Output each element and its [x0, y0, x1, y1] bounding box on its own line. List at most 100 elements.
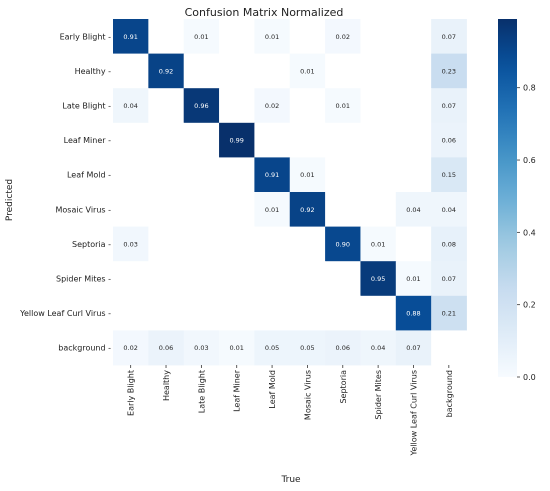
heatmap-cell: [360, 330, 397, 366]
heatmap-cell: [183, 261, 220, 297]
heatmap-cell: [183, 88, 220, 124]
heatmap-cell: [395, 295, 432, 331]
cell-value-label: 0.21: [442, 310, 456, 318]
x-tick-label: Mosaic Virus: [303, 370, 312, 420]
heatmap-cell: [431, 19, 467, 54]
cell-value-label: 0.03: [123, 240, 137, 248]
heatmap-cell: [254, 53, 291, 89]
cell-value-label: 0.02: [265, 102, 279, 110]
heatmap-cell: [360, 295, 397, 331]
heatmap-cell: [431, 122, 467, 158]
cell-value-label: 0.96: [194, 102, 208, 110]
cell-value-label: 0.01: [300, 171, 314, 179]
heatmap-cell: [431, 226, 467, 262]
heatmap-cell: [183, 295, 220, 331]
heatmap-cell: [219, 19, 255, 54]
heatmap-cell: [254, 261, 291, 297]
y-tick-label: Late Blight -: [62, 102, 111, 111]
cell-value-label: 0.88: [406, 310, 420, 318]
heatmap-cell: [219, 192, 255, 227]
heatmap-cell: [395, 122, 432, 158]
heatmap-cell: [289, 53, 326, 89]
y-tick-label: Septoria -: [72, 240, 111, 249]
cell-value-label: 0.99: [229, 137, 243, 145]
heatmap-cell: [325, 88, 361, 124]
x-axis-ticks: Early Blight Healthy Late Blight Leaf Miner…: [127, 365, 454, 456]
heatmap-cell: [289, 192, 326, 227]
y-tick-label: Mosaic Virus -: [55, 205, 111, 214]
heatmap-cell: [325, 192, 361, 227]
heatmap-cell: [113, 295, 149, 331]
heatmap-cell: [254, 330, 291, 366]
heatmap-cell: [360, 261, 397, 297]
heatmap-cell: [113, 192, 149, 227]
heatmap-cell: [254, 88, 291, 124]
colorbar-gradient: [498, 19, 517, 377]
y-tick-label: background -: [58, 344, 111, 353]
cell-value-label: 0.05: [300, 344, 314, 352]
cell-value-label: 0.01: [336, 102, 350, 110]
heatmap-cells: [113, 19, 467, 366]
heatmap-cell: [219, 88, 255, 124]
heatmap-cell: [431, 295, 467, 331]
cell-value-label: 0.04: [406, 206, 420, 214]
heatmap-cell: [183, 53, 220, 89]
heatmap-cell: [183, 330, 220, 366]
heatmap-cell: [325, 122, 361, 158]
cell-value-label: 0.04: [123, 102, 137, 110]
y-tick-label: Healthy -: [75, 67, 112, 76]
heatmap-cell: [183, 19, 220, 54]
cell-value-label: 0.05: [265, 344, 279, 352]
cell-value-label: 0.90: [336, 240, 350, 248]
colorbar-tick-label: 0.2: [523, 301, 536, 310]
heatmap-cell: [289, 226, 326, 262]
colorbar-tick-label: 0.0: [523, 373, 536, 382]
cell-value-label: 0.06: [159, 344, 173, 352]
cell-value-label: 0.95: [371, 275, 385, 283]
heatmap-cell: [395, 261, 432, 297]
heatmap-cell: [113, 53, 149, 89]
cell-value-label: 0.15: [442, 171, 456, 179]
cell-value-label: 0.07: [442, 33, 456, 41]
heatmap-cell: [289, 295, 326, 331]
heatmap-cell: [395, 53, 432, 89]
heatmap-cell: [219, 157, 255, 193]
heatmap-cell: [360, 192, 397, 227]
heatmap-cell: [325, 295, 361, 331]
heatmap-cell: [289, 330, 326, 366]
cell-value-label: 0.92: [159, 67, 173, 75]
heatmap-cell: [431, 88, 467, 124]
cell-value-label: 0.07: [442, 102, 456, 110]
cell-value-label: 0.01: [265, 206, 279, 214]
cell-value-label: 0.01: [229, 344, 243, 352]
x-axis-label: True: [280, 475, 301, 485]
colorbar-tick-label: 0.8: [523, 84, 536, 93]
heatmap-cell: [113, 157, 149, 193]
heatmap-cell: [360, 226, 397, 262]
x-tick-label: Septoria: [339, 370, 348, 404]
heatmap-cell: [395, 157, 432, 193]
x-tick-label: Leaf Miner: [233, 369, 242, 412]
heatmap-cell: [360, 88, 397, 124]
heatmap-cell: [113, 19, 149, 54]
cell-value-label: 0.91: [123, 33, 137, 41]
heatmap-cell: [360, 19, 397, 54]
cell-value-label: 0.07: [406, 344, 420, 352]
heatmap-cell: [148, 192, 185, 227]
heatmap-cell: [431, 192, 467, 227]
cell-value-label: 0.04: [442, 206, 456, 214]
heatmap-cell: [183, 122, 220, 158]
heatmap-cell: [113, 122, 149, 158]
x-tick-label: Early Blight: [127, 370, 136, 416]
heatmap-cell: [148, 157, 185, 193]
cell-value-label: 0.07: [442, 275, 456, 283]
heatmap-cell: [325, 226, 361, 262]
heatmap-cell: [219, 330, 255, 366]
cell-value-label: 0.06: [336, 344, 350, 352]
heatmap-cell: [289, 88, 326, 124]
heatmap-cell: [395, 226, 432, 262]
heatmap-cell: [254, 295, 291, 331]
colorbar: 0.0 0.2 0.4 0.6 0.8: [498, 19, 536, 382]
heatmap-cell: [431, 53, 467, 89]
heatmap-cell: [183, 226, 220, 262]
